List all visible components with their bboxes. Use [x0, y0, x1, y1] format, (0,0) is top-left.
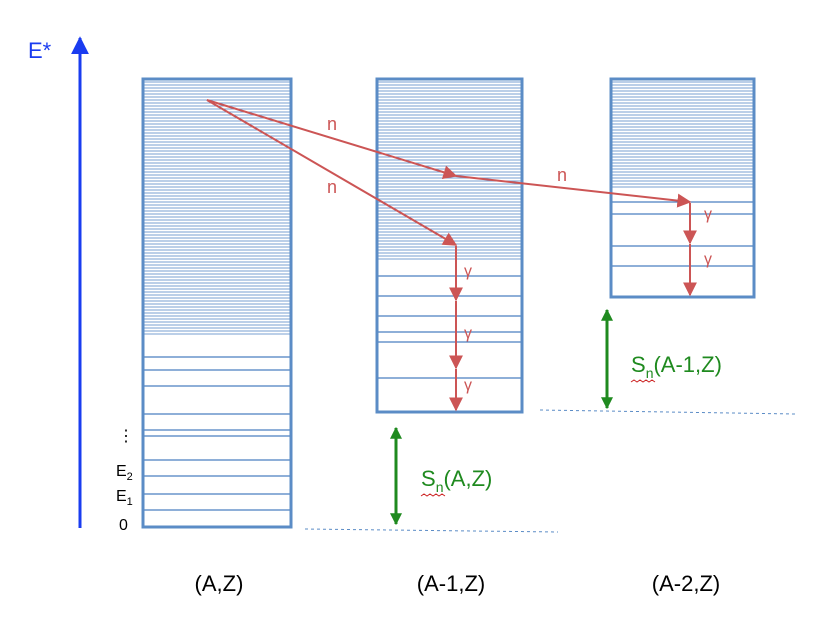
spellcheck-underline-2	[630, 379, 656, 383]
neutron-arrow-second	[455, 175, 692, 208]
neutron-label-2: n	[327, 177, 337, 197]
energy-axis-label: E*	[28, 38, 52, 63]
level-ellipsis: ⋮	[118, 428, 134, 445]
separation-label-a-z: Sn(A,Z)	[421, 466, 492, 495]
nucleus-box-outline	[375, 77, 524, 414]
level-label-e1: E1	[116, 488, 133, 508]
separation-label-a-minus-1-z: Sn(A-1,Z)	[631, 352, 722, 381]
nucleus-label-a-minus-2-z: (A-2,Z)	[652, 571, 720, 596]
neutron-arrow-upper	[206, 99, 458, 180]
level-label-ground: 0	[119, 517, 128, 534]
nucleus-label-a-z: (A,Z)	[195, 571, 244, 596]
neutron-arrow-lower	[206, 99, 458, 246]
gamma-label-5: γ	[704, 251, 712, 268]
ground-state-ref-line-a1z	[304, 528, 559, 533]
level-label-e2: E2	[116, 463, 133, 483]
nucleus-box-outline	[609, 77, 756, 299]
gamma-label-4: γ	[704, 206, 712, 223]
gamma-label-3: γ	[464, 377, 472, 394]
ground-state-ref-line-a2z	[539, 409, 796, 415]
neutron-label-1: n	[327, 114, 337, 134]
gamma-label-2: γ	[464, 325, 472, 342]
nucleus-box-outline	[141, 77, 293, 529]
nucleus-box-a-minus-1-z	[375, 77, 524, 414]
gamma-label-1: γ	[464, 263, 472, 280]
nucleus-box-a-z	[141, 77, 293, 529]
spellcheck-underline-1	[420, 493, 446, 497]
neutron-label-3: n	[557, 165, 567, 185]
nucleus-box-a-minus-2-z	[609, 77, 756, 299]
nucleus-label-a-minus-1-z: (A-1,Z)	[417, 571, 485, 596]
